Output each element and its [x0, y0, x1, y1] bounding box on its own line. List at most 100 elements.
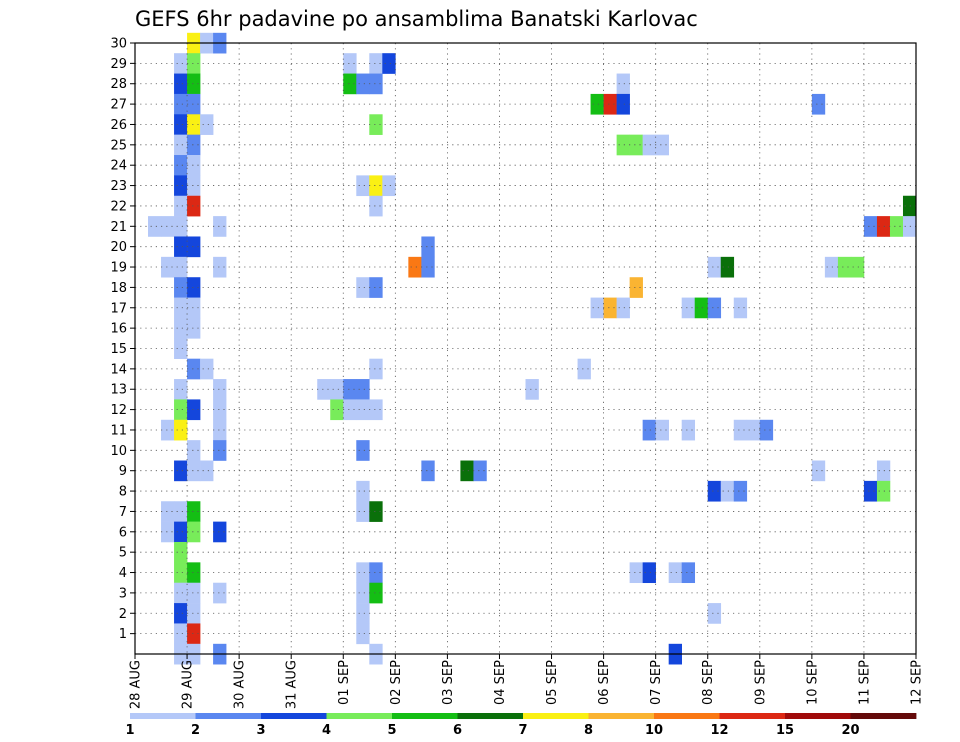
y-tick-label-25: 25 — [110, 138, 127, 153]
cell-53 — [421, 236, 435, 258]
cell-22 — [200, 114, 214, 135]
cell-141 — [356, 562, 370, 584]
y-tick-label-30: 30 — [110, 37, 127, 52]
cell-83 — [200, 358, 214, 380]
x-tick-label-7: 04 SEP — [493, 660, 508, 705]
cell-79 — [174, 317, 188, 339]
cell-63 — [850, 256, 865, 278]
cell-8 — [174, 73, 188, 95]
cell-70 — [174, 297, 188, 319]
y-tick-label-2: 2 — [119, 607, 127, 622]
cell-11 — [356, 73, 370, 95]
legend-label-12: 12 — [710, 723, 728, 738]
cell-156 — [174, 623, 188, 645]
cell-13 — [616, 73, 630, 95]
y-tick-label-12: 12 — [110, 403, 127, 418]
cell-115 — [421, 460, 435, 482]
cell-69 — [629, 277, 643, 298]
y-axis: 1234567891011121314151617181920212223242… — [110, 37, 135, 642]
cell-27 — [629, 134, 643, 156]
x-tick-label-9: 06 SEP — [597, 660, 612, 705]
x-tick-label-5: 02 SEP — [389, 660, 404, 705]
cell-101 — [174, 419, 188, 441]
cell-16 — [590, 93, 604, 115]
legend-label-4: 4 — [322, 723, 331, 738]
cell-99 — [369, 399, 383, 421]
legend-swatch-5 — [457, 713, 524, 719]
legend-label-10: 10 — [645, 723, 663, 738]
cell-116 — [460, 460, 474, 482]
cell-38 — [174, 195, 188, 217]
cell-105 — [681, 419, 696, 441]
legend-swatch-9 — [719, 713, 786, 719]
cell-146 — [681, 562, 696, 584]
x-tick-label-14: 11 SEP — [857, 660, 872, 705]
cell-150 — [356, 582, 370, 604]
cell-23 — [369, 114, 383, 135]
y-tick-label-5: 5 — [119, 546, 127, 561]
legend-label-6: 6 — [453, 723, 462, 738]
legend-swatch-3 — [326, 713, 393, 719]
cell-121 — [356, 480, 370, 502]
legend-label-20: 20 — [841, 723, 859, 738]
cell-94 — [187, 399, 201, 421]
cell-139 — [174, 562, 188, 584]
cell-104 — [655, 419, 669, 441]
y-tick-label-21: 21 — [110, 220, 127, 235]
cell-95 — [213, 399, 227, 421]
legend-label-1: 1 — [125, 723, 134, 738]
y-tick-label-9: 9 — [119, 464, 127, 479]
cell-84 — [369, 358, 383, 380]
cell-82 — [187, 358, 201, 380]
x-tick-label-4: 01 SEP — [337, 660, 352, 705]
cell-20 — [174, 114, 188, 135]
x-tick-label-13: 10 SEP — [805, 660, 820, 705]
legend-label-3: 3 — [256, 723, 265, 738]
cell-77 — [707, 297, 722, 319]
legend-swatch-8 — [654, 713, 720, 719]
chart-title: GEFS 6hr padavine po ansamblima Banatski… — [135, 7, 698, 31]
cell-25 — [187, 134, 201, 156]
y-tick-label-17: 17 — [110, 301, 127, 316]
legend-swatch-6 — [523, 713, 589, 719]
cell-31 — [174, 155, 188, 176]
cell-154 — [356, 603, 370, 624]
legend-swatch-4 — [392, 713, 458, 719]
cell-91 — [356, 379, 370, 400]
cell-109 — [187, 440, 201, 461]
y-tick-label-18: 18 — [110, 281, 127, 296]
cell-123 — [720, 480, 735, 502]
cell-110 — [213, 440, 227, 461]
legend-swatch-10 — [785, 713, 851, 719]
cell-148 — [187, 582, 201, 604]
cell-10 — [343, 73, 357, 95]
cell-108 — [759, 419, 774, 441]
cell-151 — [369, 582, 383, 604]
y-tick-label-26: 26 — [110, 118, 127, 133]
y-tick-label-19: 19 — [110, 261, 127, 276]
cell-133 — [161, 521, 175, 543]
legend-label-2: 2 — [191, 723, 200, 738]
cell-24 — [174, 134, 188, 156]
cell-48 — [876, 216, 891, 237]
cell-136 — [213, 521, 227, 543]
x-tick-label-10: 07 SEP — [649, 660, 664, 705]
cell-72 — [590, 297, 604, 319]
legend-swatch-1 — [195, 713, 262, 719]
x-tick-label-8: 05 SEP — [545, 660, 560, 705]
cell-56 — [213, 256, 227, 278]
x-axis: 28 AUG 29 AUG 30 AUG 31 AUG 01 SEP 02 SEP 03 S… — [129, 654, 925, 709]
cell-78 — [733, 297, 748, 319]
x-tick-label-0: 28 AUG — [129, 660, 144, 709]
cell-102 — [213, 419, 227, 441]
cell-18 — [616, 93, 630, 115]
y-tick-label-11: 11 — [110, 423, 127, 438]
legend-swatch-11 — [850, 713, 917, 719]
cell-153 — [187, 603, 201, 624]
y-tick-label-23: 23 — [110, 179, 127, 194]
cell-107 — [746, 419, 761, 441]
cell-88 — [317, 379, 331, 400]
cell-130 — [187, 501, 201, 522]
cell-135 — [187, 521, 201, 543]
